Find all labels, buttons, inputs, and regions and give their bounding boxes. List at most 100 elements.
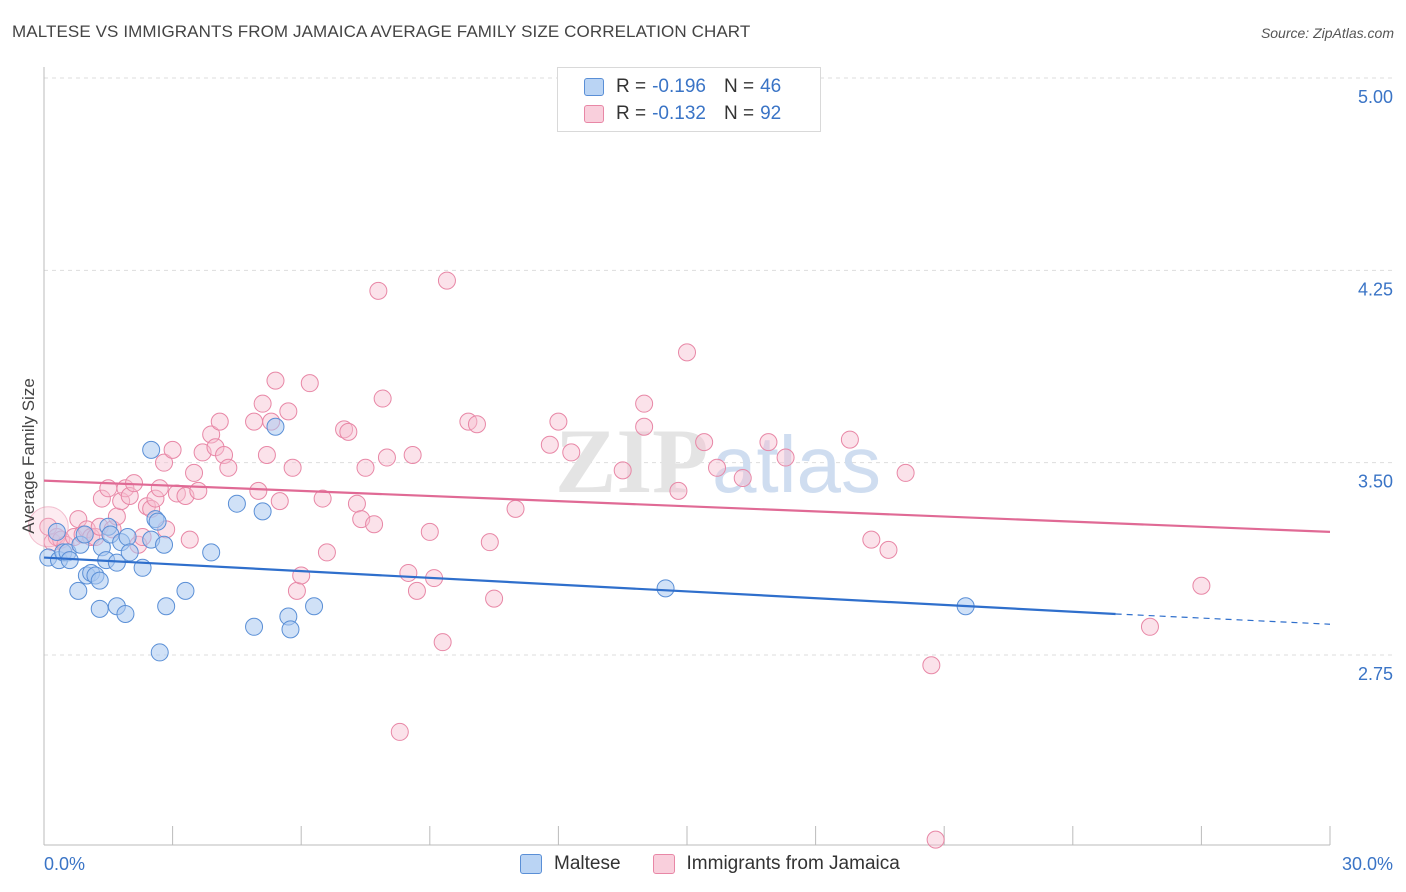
jamaica-point xyxy=(862,530,881,549)
jamaica-point xyxy=(635,394,654,413)
y-tick-label: 3.50 xyxy=(1358,472,1393,492)
jamaica-point xyxy=(480,533,499,552)
jamaica-points xyxy=(27,271,1211,849)
trend-lines xyxy=(43,479,1331,625)
legend-r-value: -0.196 xyxy=(652,76,706,97)
series-legend-jamaica: Immigrants from Jamaica xyxy=(652,853,900,875)
jamaica-point xyxy=(313,489,332,508)
jamaica-point xyxy=(373,389,392,408)
jamaica-point xyxy=(922,656,941,675)
maltese-point xyxy=(281,620,300,639)
jamaica-point xyxy=(635,417,654,436)
jamaica-point xyxy=(92,489,111,508)
jamaica-point xyxy=(759,433,778,452)
jamaica-point xyxy=(467,415,486,434)
legend-r-label: R = xyxy=(616,103,647,124)
maltese-point xyxy=(47,522,66,541)
jamaica-point xyxy=(317,543,336,562)
chart-source: Source: ZipAtlas.com xyxy=(1260,25,1394,41)
jamaica-point xyxy=(210,412,229,431)
legend-n-value: 92 xyxy=(760,103,782,124)
y-axis-label: Average Family Size xyxy=(19,378,38,534)
jamaica-legend-swatch xyxy=(652,854,675,874)
jamaica-point xyxy=(377,448,396,467)
jamaica-swatch xyxy=(584,105,604,123)
jamaica-point xyxy=(733,469,752,488)
maltese-point xyxy=(148,512,167,531)
legend-n-label: N = xyxy=(723,103,755,124)
jamaica-point xyxy=(1140,617,1159,636)
maltese-point xyxy=(253,502,272,521)
jamaica-point xyxy=(420,522,439,541)
jamaica-legend-label: Immigrants from Jamaica xyxy=(686,853,900,874)
legend-n-value: 46 xyxy=(760,76,782,97)
jamaica-point xyxy=(695,433,714,452)
y-tick-labels: 2.75 3.50 4.25 5.00 xyxy=(1358,87,1393,684)
jamaica-point xyxy=(287,581,306,600)
jamaica-point xyxy=(433,633,452,652)
jamaica-point xyxy=(219,458,238,477)
jamaica-point xyxy=(708,458,727,477)
maltese-point xyxy=(305,597,324,616)
x-tick-label-max: 30.0% xyxy=(1342,854,1393,874)
jamaica-point xyxy=(356,458,375,477)
jamaica-point xyxy=(180,530,199,549)
jamaica-point xyxy=(347,494,366,513)
jamaica-point xyxy=(300,374,319,393)
jamaica-point xyxy=(485,589,504,608)
series-legend: Maltese Immigrants from Jamaica xyxy=(520,851,932,877)
jamaica-point xyxy=(549,412,568,431)
chart-title: MALTESE VS IMMIGRANTS FROM JAMAICA AVERA… xyxy=(12,22,751,41)
jamaica-point xyxy=(369,281,388,300)
jamaica-point xyxy=(776,448,795,467)
jamaica-point xyxy=(283,458,302,477)
legend-n-label: N = xyxy=(723,76,755,97)
jamaica-point xyxy=(407,581,426,600)
jamaica-point xyxy=(189,481,208,500)
jamaica-point xyxy=(257,445,276,464)
jamaica-point xyxy=(253,394,272,413)
watermark: ZIP atlas xyxy=(555,410,881,512)
jamaica-point xyxy=(562,443,581,462)
maltese-point xyxy=(69,581,88,600)
maltese-legend-label: Maltese xyxy=(554,853,621,874)
maltese-point xyxy=(118,528,137,547)
jamaica-point xyxy=(365,515,384,534)
jamaica-point xyxy=(926,830,945,849)
jamaica-point xyxy=(540,435,559,454)
jamaica-point xyxy=(266,371,285,390)
series-legend-maltese: Maltese xyxy=(520,853,621,875)
maltese-point xyxy=(202,543,221,562)
jamaica-point xyxy=(1192,576,1211,595)
maltese-point xyxy=(266,417,285,436)
maltese-point xyxy=(142,440,161,459)
jamaica-point xyxy=(292,566,311,585)
jamaica-point xyxy=(403,445,422,464)
jamaica-point xyxy=(506,499,525,518)
jamaica-point xyxy=(270,492,289,511)
maltese-point xyxy=(90,571,109,590)
y-tick-label: 2.75 xyxy=(1358,664,1393,684)
correlation-legend: R = -0.196 N = 46 R = -0.132 N = 92 xyxy=(557,67,821,132)
y-tick-label: 4.25 xyxy=(1358,279,1393,299)
jamaica-point xyxy=(163,440,182,459)
legend-row-maltese: R = -0.196 N = 46 xyxy=(584,76,781,98)
jamaica-point xyxy=(678,343,696,362)
watermark-zip: ZIP xyxy=(555,410,708,512)
maltese-point xyxy=(75,525,94,544)
y-tick-label: 5.00 xyxy=(1358,87,1393,107)
maltese-trend-line xyxy=(43,556,1116,616)
watermark-atlas: atlas xyxy=(712,420,881,509)
jamaica-point xyxy=(245,412,264,431)
maltese-point xyxy=(150,643,169,662)
x-ticks xyxy=(43,826,1331,845)
x-tick-label-min: 0.0% xyxy=(44,854,85,874)
jamaica-point xyxy=(840,430,859,449)
maltese-legend-swatch xyxy=(520,854,542,874)
jamaica-point xyxy=(390,722,409,741)
jamaica-point xyxy=(669,481,688,500)
jamaica-point xyxy=(150,479,169,498)
maltese-point xyxy=(245,617,264,636)
jamaica-point xyxy=(185,463,204,482)
